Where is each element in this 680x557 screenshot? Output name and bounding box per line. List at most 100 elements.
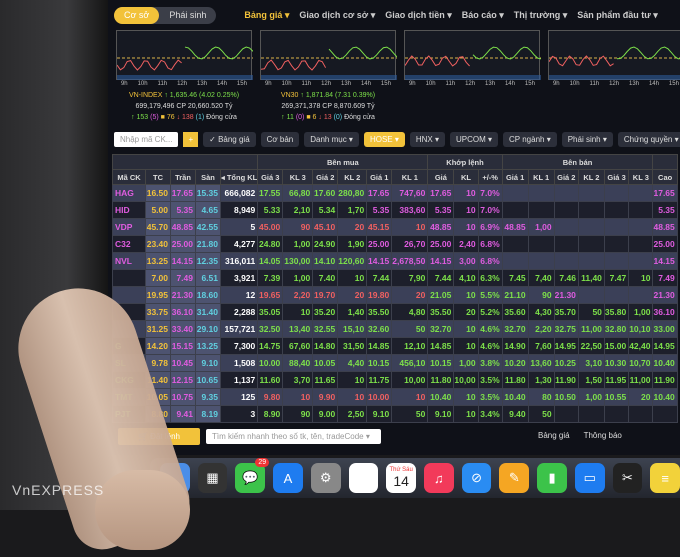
photos-icon[interactable]: ✿ (348, 463, 379, 493)
table-row[interactable]: C32 23.40 25.00 21.80 4,277 24.80 1,00 24.90 1,9… (112, 235, 678, 253)
cell-kl-1 (527, 201, 555, 219)
column-header[interactable]: Giá 1 (366, 169, 393, 185)
tab-phai-sinh[interactable]: Phái sinh (169, 9, 207, 20)
index-vnindex[interactable]: VN-INDEX ↑ 1,635.46 (4.02 0.25%) 699,179… (116, 90, 252, 128)
column-header[interactable]: Giá 2 (553, 169, 579, 185)
index-vn30[interactable]: VN30 ↑ 1,871.84 (7.31 0.39%) 269,371,378… (260, 90, 396, 128)
table-row[interactable]: NVL 13.25 14.15 12.35 316,011 14.05 130,00 14.1… (112, 252, 678, 270)
menu-giao-dich-tien[interactable]: Giao dịch tiền ▾ (385, 9, 452, 20)
cell--: 4.6% (477, 320, 503, 338)
chart-svg (549, 46, 680, 80)
cell--t-ng-kl: 1,508 (219, 354, 259, 372)
index-name: VN30 (280, 92, 299, 99)
cell-kl-2: 1,70 (337, 201, 368, 219)
capcut-icon[interactable]: ✂ (612, 463, 643, 493)
keynote-icon[interactable]: ▭ (574, 463, 605, 493)
table-row[interactable]: TMT10.0510.759.351259.80109.901010.00101… (112, 388, 678, 406)
table-row[interactable]: 31.25 33.40 29.10 157,721 32.50 13,40 32.55 15,… (112, 320, 678, 338)
cell-gi-2 (553, 201, 579, 219)
cell-cao: 5.35 (652, 201, 678, 219)
menu-san-pham[interactable]: Sản phẩm đầu tư ▾ (577, 9, 658, 20)
column-header[interactable]: Cao (652, 169, 678, 185)
table-row[interactable]: HID 5.00 5.35 4.65 8,949 5.33 2,10 5.34 1,70 5.35… (112, 201, 678, 219)
symbol-input[interactable]: Nhập mã CK... (114, 131, 179, 147)
menu-bao-cao[interactable]: Báo cáo ▾ (461, 9, 504, 20)
cell-cao: 10.40 (652, 354, 678, 372)
menu-bang-gia[interactable]: Bảng giá ▾ (244, 9, 290, 20)
column-header[interactable]: KL 2 (337, 169, 368, 185)
table-row[interactable]: G14.2015.1513.257,30014.7567,6014.8031,5… (112, 337, 678, 355)
column-header[interactable]: KL 3 (282, 169, 314, 185)
time-label: 13h (197, 81, 208, 87)
cell-gi-1: 5.35 (366, 201, 393, 219)
table-row[interactable]: 7.00 7.49 6.51 3,921 7.39 1,00 7.40 10 7.44 7,90 7… (112, 269, 678, 287)
time-axis: 9h 10h 11h 12h 13h 14h 15h (404, 80, 540, 88)
column-header[interactable]: KL 1 (527, 169, 555, 185)
table-row[interactable]: CKG11.4012.1510.651,13711.603,7011.65101… (112, 371, 678, 389)
column-header[interactable]: KL 2 (577, 169, 605, 185)
column-header[interactable]: Giá 3 (603, 169, 630, 185)
cell--: 3.8% (477, 354, 503, 372)
market-status: Đóng cửa (344, 114, 375, 121)
table-row[interactable]: VDP 45.70 48.85 42.55 5 45.00 90 45.10 20 45.15 10… (112, 218, 678, 236)
settings-gear-icon[interactable]: ⚙ (310, 463, 341, 493)
exchange-button-2[interactable]: HNX ▾ (409, 131, 446, 147)
index-mini-chart: 9h 10h 11h 12h 13h 14h 15h (116, 30, 253, 90)
table-row[interactable]: HAG 16.50 17.65 15.35 666,082 17.55 66,80 17.60… (112, 184, 678, 202)
exchange-button-4[interactable]: CP ngành ▾ (503, 131, 557, 147)
tab-co-so[interactable]: Cơ sở (114, 6, 160, 24)
time-label: 15h (668, 81, 679, 87)
notes-icon[interactable]: ≡ (650, 463, 680, 493)
cell-s-n: 8.19 (195, 405, 221, 423)
add-symbol-button[interactable]: + (183, 131, 199, 147)
launchpad-icon[interactable]: ▦ (197, 463, 228, 493)
menu-giao-dich-co-so[interactable]: Giao dịch cơ sở ▾ (299, 9, 376, 20)
tab-bang-gia[interactable]: Bảng giá (538, 431, 570, 440)
numbers-icon[interactable]: ▮ (537, 463, 567, 493)
column-header[interactable]: Giá (427, 169, 455, 185)
cell-kl-3: 10 (282, 303, 314, 321)
column-header[interactable]: Giá 2 (312, 169, 339, 185)
table-row[interactable]: SL9.7810.459.101,50810.0088,4010.054,401… (112, 354, 678, 372)
volume-bars (117, 75, 253, 80)
column-header[interactable]: Giá 3 (257, 169, 284, 185)
cell-kl-3: 67,60 (282, 337, 314, 355)
menu-thi-truong[interactable]: Thị trường ▾ (513, 9, 568, 20)
cell-gi-1: 25.00 (366, 235, 393, 253)
table-row[interactable]: 19.95 21.30 18.60 12 19.65 2,20 19.70 20 19.80 20… (112, 286, 678, 304)
group-match: Khớp lệnh (427, 154, 503, 170)
messages-icon[interactable]: 💬 29 (235, 458, 270, 493)
column-header[interactable]: Trần (170, 169, 196, 185)
exchange-button-6[interactable]: Chứng quyền ▾ (617, 131, 680, 147)
music-icon[interactable]: ♫ (424, 463, 454, 493)
column-header[interactable]: KL (453, 169, 479, 185)
exchange-button-5[interactable]: Phái sinh ▾ (561, 131, 613, 147)
pages-icon[interactable]: ✎ (499, 463, 530, 493)
app-store-icon[interactable]: A (273, 463, 303, 493)
column-header[interactable]: TC (145, 169, 171, 185)
account-search-input[interactable]: Tìm kiếm nhanh theo số tk, tên, tradeCod… (205, 429, 381, 444)
tab-thong-bao[interactable]: Thông báo (583, 431, 622, 440)
exchange-button-3[interactable]: UPCOM ▾ (450, 131, 499, 147)
view-price-toggle[interactable]: ✓ Bảng giá (203, 131, 256, 147)
column-header[interactable]: KL 3 (628, 169, 654, 185)
column-header[interactable]: KL 1 (391, 169, 429, 185)
index-line-up (472, 46, 541, 60)
column-header[interactable]: ◂ Tổng KL (219, 169, 259, 185)
table-row[interactable]: PJT8.809.418.1938.90909.002,509.10509.10… (112, 405, 678, 423)
view-basic-toggle[interactable]: Cơ bản (260, 131, 300, 147)
exchange-button-0[interactable]: Danh mục ▾ (304, 131, 359, 147)
table-row[interactable]: 33.75 36.10 31.40 2,288 35.05 10 35.20 1,40 35.5… (112, 303, 678, 321)
exchange-button-1[interactable]: HOSE ▾ (363, 131, 405, 147)
cell--: 3.4% (477, 405, 503, 423)
column-header[interactable]: Giá 1 (501, 169, 529, 185)
market-toggle: Cơ sở Phái sinh (114, 6, 217, 24)
column-header[interactable]: +/-% (477, 169, 503, 185)
cell-gi-1: 48.85 (501, 218, 529, 236)
cell-gi-: 14.15 (427, 252, 455, 270)
column-header[interactable]: Mã CK (112, 169, 146, 185)
cell-gi-3: 45.00 (257, 218, 284, 236)
safari-icon[interactable]: ⊘ (461, 463, 492, 493)
column-header[interactable]: Sàn (195, 169, 221, 185)
calendar-icon[interactable]: Thứ Sáu 14 (386, 463, 417, 493)
